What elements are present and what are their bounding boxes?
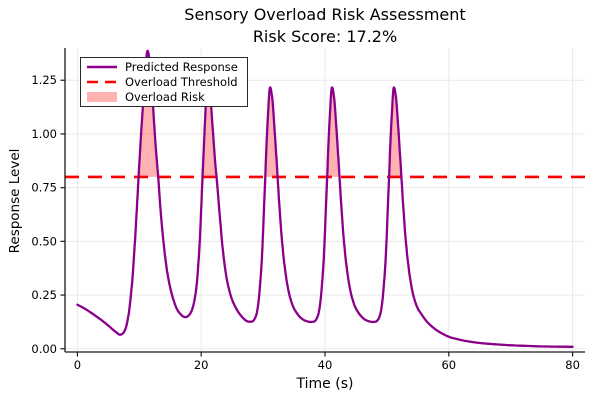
legend-box: Predicted Response Overload Threshold Ov… (80, 57, 248, 107)
y-axis-label: Response Level (7, 148, 23, 254)
x-tick-label: 0 (74, 358, 81, 372)
legend-entry-overload-risk: Overload Risk (85, 89, 243, 104)
legend-label: Overload Risk (125, 89, 205, 104)
y-tick-label: 0.75 (31, 181, 57, 195)
x-tick-label: 20 (194, 358, 209, 372)
chart-title: Sensory Overload Risk Assessment (184, 5, 466, 24)
legend-entry-predicted-response: Predicted Response (85, 60, 243, 75)
legend-label: Predicted Response (125, 60, 238, 75)
purple-line-sample-icon (85, 64, 119, 70)
y-tick-label: 0.25 (31, 288, 57, 302)
y-tick-label: 1.25 (31, 73, 57, 87)
y-tick-label: 0.50 (31, 234, 57, 248)
y-tick-label: 0.00 (31, 342, 57, 356)
pink-patch-sample-icon (85, 91, 119, 103)
x-tick-label: 80 (565, 358, 580, 372)
legend-entry-overload-threshold: Overload Threshold (85, 75, 243, 90)
red-dashed-line-sample-icon (85, 79, 119, 85)
x-axis-label: Time (s) (296, 376, 354, 392)
x-tick-label: 40 (318, 358, 333, 372)
chart-title-block: Sensory Overload Risk Assessment Risk Sc… (50, 4, 600, 48)
legend-label: Overload Threshold (125, 75, 238, 89)
chart-subtitle-risk-score: Risk Score: 17.2% (252, 27, 398, 46)
x-tick-label: 60 (441, 358, 456, 372)
y-tick-label: 1.00 (31, 127, 57, 141)
overload-risk-region (138, 50, 159, 177)
